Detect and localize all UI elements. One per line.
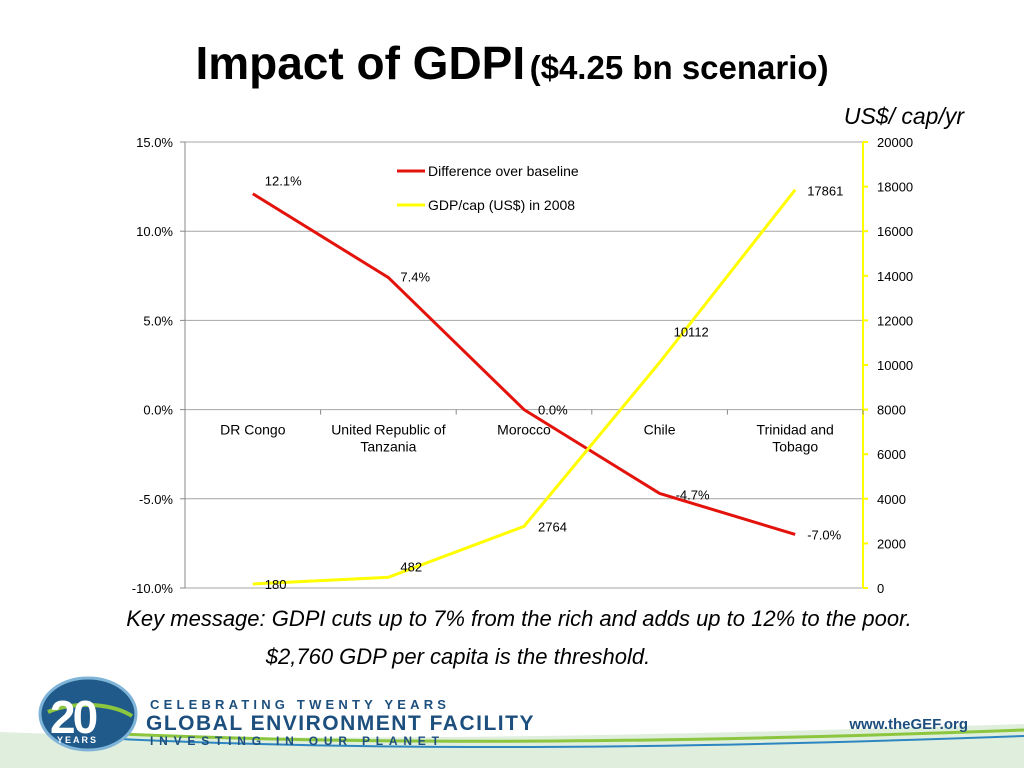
data-label: 2764 xyxy=(538,519,567,534)
x-category-label: DR Congo xyxy=(220,422,286,438)
gef-celebrating-text: CELEBRATING TWENTY YEARS xyxy=(150,697,451,712)
title-main: Impact of GDPI xyxy=(195,37,526,89)
gef-org-name: GLOBAL ENVIRONMENT FACILITY xyxy=(146,712,535,735)
data-label: 482 xyxy=(400,559,422,574)
y-left-tick-label: 5.0% xyxy=(143,313,173,328)
data-label: 7.4% xyxy=(400,270,430,285)
x-category-label: Tobago xyxy=(772,439,818,455)
x-category-label: Tanzania xyxy=(360,439,416,455)
y-left-tick-label: 0.0% xyxy=(143,403,173,418)
footer-green-line xyxy=(119,728,1024,743)
key-message-line-2: $2,760 GDP per capita is the threshold. xyxy=(265,644,651,669)
data-label: 12.1% xyxy=(265,174,302,189)
y-left-tick-label: -5.0% xyxy=(139,492,173,507)
legend-label: Difference over baseline xyxy=(428,163,579,179)
y-right-tick-label: 10000 xyxy=(877,358,913,373)
y-left-tick-label: 10.0% xyxy=(136,224,173,239)
page-title: Impact of GDPI ($4.25 bn scenario) xyxy=(0,36,1024,90)
y-right-tick-label: 16000 xyxy=(877,224,913,239)
y-right-tick-label: 8000 xyxy=(877,403,906,418)
series-line xyxy=(252,188,797,586)
y-left-tick-label: -10.0% xyxy=(132,581,174,596)
footer-swoosh xyxy=(0,724,1024,768)
key-message-line-1: Key message: GDPI cuts up to 7% from the… xyxy=(126,606,912,631)
gef-logo-globe xyxy=(40,678,136,750)
x-category-label: United Republic of xyxy=(331,422,446,438)
x-category-label: Chile xyxy=(644,422,676,438)
y-right-tick-label: 0 xyxy=(877,581,884,596)
x-category-label: Trinidad and xyxy=(757,422,834,438)
legend-label: GDP/cap (US$) in 2008 xyxy=(428,197,575,213)
series-line xyxy=(252,192,796,536)
y-left-tick-label: 15.0% xyxy=(136,135,173,150)
data-label: -7.0% xyxy=(807,527,841,542)
y-right-tick-label: 14000 xyxy=(877,269,913,284)
units-label: US$/ cap/yr xyxy=(843,103,964,129)
y-right-tick-label: 20000 xyxy=(877,135,913,150)
x-category-label: Morocco xyxy=(497,422,551,438)
data-label: 180 xyxy=(265,577,287,592)
title-subtitle: ($4.25 bn scenario) xyxy=(529,49,829,86)
y-right-tick-label: 18000 xyxy=(877,180,913,195)
gef-url-link[interactable]: www.theGEF.org xyxy=(849,716,968,733)
gef-logo-number: 20 xyxy=(50,691,98,743)
footer-blue-line xyxy=(119,735,1024,749)
y-right-tick-label: 12000 xyxy=(877,313,913,328)
y-right-tick-label: 2000 xyxy=(877,536,906,551)
footer-banner xyxy=(0,676,1024,768)
data-label: 10112 xyxy=(674,325,709,340)
data-label: 17861 xyxy=(807,184,843,199)
y-right-tick-label: 4000 xyxy=(877,492,906,507)
line-chart: -10.0% -5.0% 0.0% 5.0% 10.0% 15.0% 0 2000 4000 60… xyxy=(132,135,913,596)
data-label: 0.0% xyxy=(538,403,568,418)
gef-logo-years: YEARS xyxy=(57,735,99,745)
data-label: -4.7% xyxy=(676,487,710,502)
y-right-tick-label: 6000 xyxy=(877,447,906,462)
gef-tagline: INVESTING IN OUR PLANET xyxy=(150,734,445,748)
